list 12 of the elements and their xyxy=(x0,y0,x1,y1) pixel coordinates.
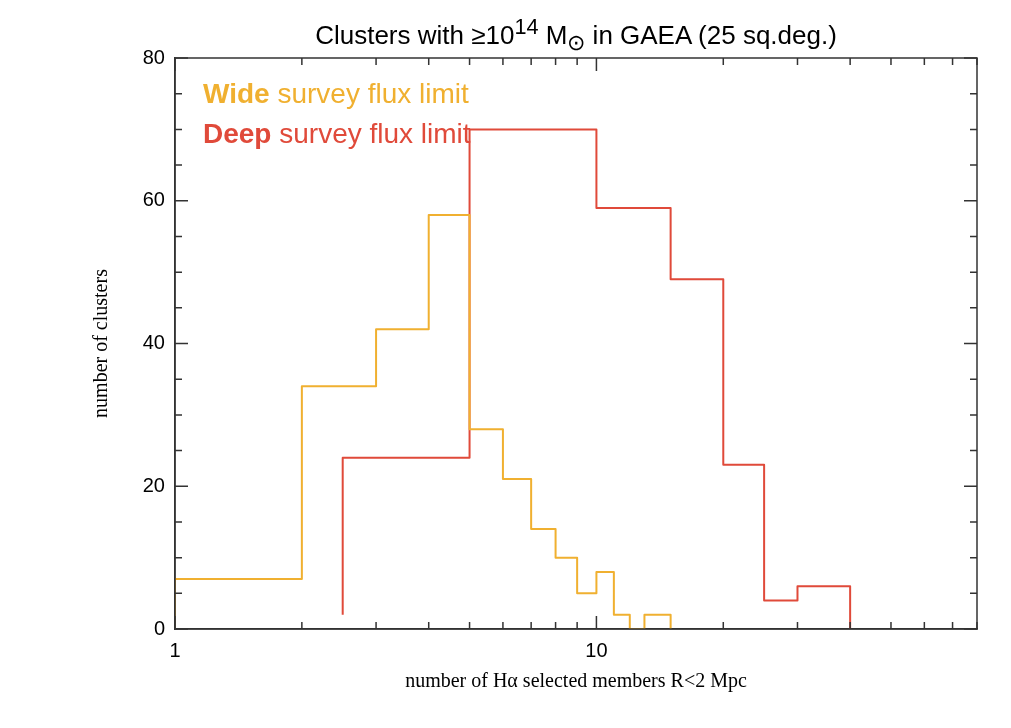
y-tick-label: 60 xyxy=(142,188,165,211)
chart-title: Clusters with ≥10$^{14}$ M$_{⊙}$ in GAEA (25 sq.deg.) xyxy=(314,14,838,56)
y-axis-title: number of clusters xyxy=(89,268,112,418)
y-tick-label: 40 xyxy=(142,331,165,354)
series-label: Deep survey flux limit xyxy=(203,117,471,149)
x-tick-label: 10 xyxy=(585,638,608,661)
y-tick-label: 0 xyxy=(153,616,165,639)
y-tick-label: 80 xyxy=(142,45,165,68)
y-tick-label: 20 xyxy=(142,473,165,496)
x-axis-title: number of Hα selected members R<2 Mpc xyxy=(405,669,747,693)
x-tick-label: 1 xyxy=(169,638,181,661)
text: Wide survey flux limit xyxy=(203,77,469,109)
